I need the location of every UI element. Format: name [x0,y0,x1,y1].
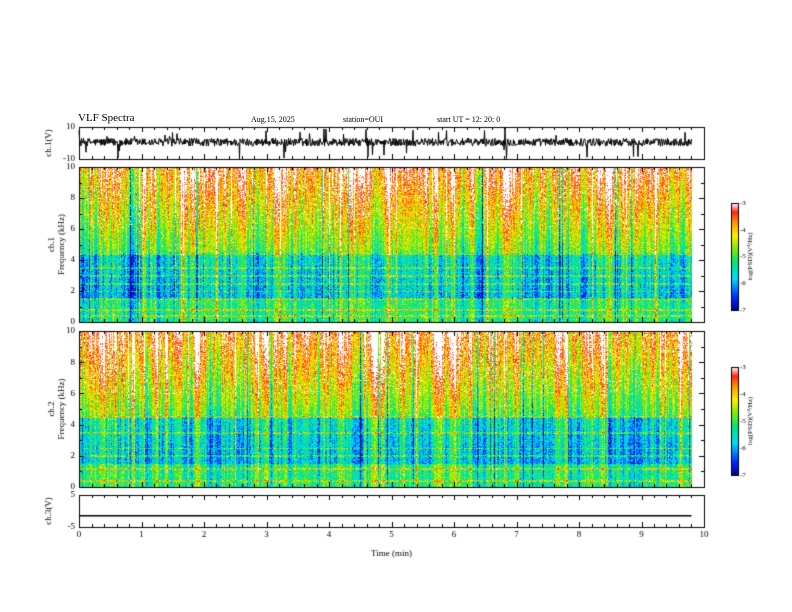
station-label: station=OUI [343,115,384,124]
date-label: Aug.15, 2025 [251,115,295,124]
start-time-label: start UT = 12: 20: 0 [437,115,501,124]
plot-title: VLF Spectra [78,112,135,124]
